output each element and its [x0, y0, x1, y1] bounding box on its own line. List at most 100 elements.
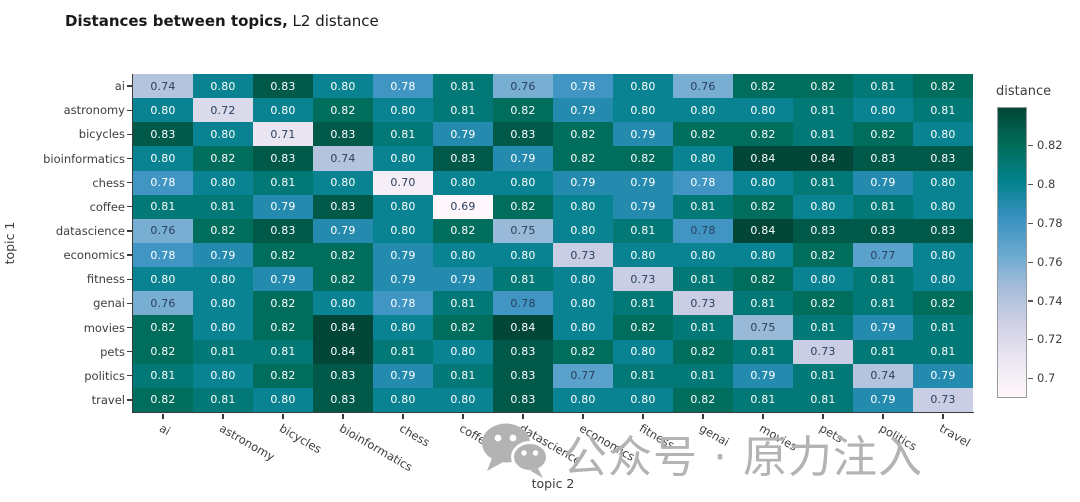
heatmap-cell[interactable]: 0.73: [613, 267, 673, 292]
heatmap-cell[interactable]: 0.73: [913, 387, 973, 412]
heatmap-cell[interactable]: 0.82: [493, 194, 553, 219]
heatmap-cell[interactable]: 0.81: [613, 291, 673, 316]
heatmap-cell[interactable]: 0.79: [493, 146, 553, 171]
heatmap-cell[interactable]: 0.84: [733, 218, 793, 243]
heatmap-cell[interactable]: 0.80: [193, 363, 253, 388]
heatmap-cell[interactable]: 0.81: [613, 363, 673, 388]
heatmap-cell[interactable]: 0.81: [433, 363, 493, 388]
heatmap-cell[interactable]: 0.71: [253, 122, 313, 147]
heatmap-cell[interactable]: 0.83: [313, 363, 373, 388]
heatmap-cell[interactable]: 0.80: [373, 387, 433, 412]
heatmap-cell[interactable]: 0.79: [853, 315, 913, 340]
heatmap-cell[interactable]: 0.80: [733, 98, 793, 123]
heatmap-cell[interactable]: 0.82: [673, 387, 733, 412]
heatmap-cell[interactable]: 0.80: [853, 98, 913, 123]
heatmap-cell[interactable]: 0.78: [133, 170, 193, 195]
heatmap-cell[interactable]: 0.82: [673, 122, 733, 147]
heatmap-cell[interactable]: 0.80: [433, 387, 493, 412]
heatmap-cell[interactable]: 0.79: [853, 170, 913, 195]
heatmap-cell[interactable]: 0.83: [853, 146, 913, 171]
heatmap-cell[interactable]: 0.83: [313, 387, 373, 412]
heatmap-cell[interactable]: 0.82: [133, 387, 193, 412]
heatmap-cell[interactable]: 0.79: [913, 363, 973, 388]
heatmap-cell[interactable]: 0.81: [853, 194, 913, 219]
heatmap-cell[interactable]: 0.81: [793, 315, 853, 340]
heatmap-cell[interactable]: 0.82: [793, 242, 853, 268]
heatmap-cell[interactable]: 0.79: [253, 194, 313, 219]
heatmap-cell[interactable]: 0.80: [133, 146, 193, 171]
heatmap-cell[interactable]: 0.80: [253, 387, 313, 412]
heatmap-cell[interactable]: 0.83: [253, 218, 313, 243]
heatmap-cell[interactable]: 0.82: [673, 339, 733, 364]
heatmap-cell[interactable]: 0.81: [853, 267, 913, 292]
heatmap-cell[interactable]: 0.81: [673, 363, 733, 388]
heatmap-cell[interactable]: 0.78: [133, 242, 193, 268]
heatmap-cell[interactable]: 0.80: [493, 242, 553, 268]
heatmap-cell[interactable]: 0.80: [133, 98, 193, 123]
heatmap-cell[interactable]: 0.79: [373, 242, 433, 268]
heatmap-cell[interactable]: 0.81: [373, 339, 433, 364]
heatmap-cell[interactable]: 0.80: [913, 122, 973, 147]
heatmap-cell[interactable]: 0.83: [853, 218, 913, 243]
heatmap-cell[interactable]: 0.81: [913, 98, 973, 123]
heatmap-cell[interactable]: 0.79: [193, 242, 253, 268]
heatmap-cell[interactable]: 0.81: [193, 339, 253, 364]
heatmap-cell[interactable]: 0.82: [253, 242, 313, 268]
heatmap-cell[interactable]: 0.78: [493, 291, 553, 316]
heatmap-cell[interactable]: 0.74: [853, 363, 913, 388]
heatmap-cell[interactable]: 0.80: [553, 315, 613, 340]
heatmap-cell[interactable]: 0.82: [553, 339, 613, 364]
heatmap-cell[interactable]: 0.79: [553, 98, 613, 123]
heatmap-cell[interactable]: 0.82: [613, 146, 673, 171]
heatmap-cell[interactable]: 0.79: [433, 122, 493, 147]
heatmap-cell[interactable]: 0.80: [193, 291, 253, 316]
heatmap-cell[interactable]: 0.84: [793, 146, 853, 171]
heatmap-cell[interactable]: 0.69: [433, 194, 493, 219]
heatmap-cell[interactable]: 0.74: [313, 146, 373, 171]
heatmap-cell[interactable]: 0.80: [373, 146, 433, 171]
heatmap-cell[interactable]: 0.80: [553, 218, 613, 243]
heatmap-cell[interactable]: 0.80: [433, 170, 493, 195]
heatmap-cell[interactable]: 0.83: [793, 218, 853, 243]
heatmap-cell[interactable]: 0.80: [553, 194, 613, 219]
heatmap-cell[interactable]: 0.80: [373, 218, 433, 243]
heatmap-cell[interactable]: 0.83: [493, 339, 553, 364]
heatmap-cell[interactable]: 0.79: [253, 267, 313, 292]
heatmap-cell[interactable]: 0.80: [433, 242, 493, 268]
heatmap-cell[interactable]: 0.76: [493, 74, 553, 99]
heatmap-cell[interactable]: 0.83: [493, 122, 553, 147]
heatmap-cell[interactable]: 0.80: [253, 98, 313, 123]
heatmap-cell[interactable]: 0.82: [193, 146, 253, 171]
heatmap-cell[interactable]: 0.80: [193, 170, 253, 195]
heatmap-cell[interactable]: 0.81: [733, 339, 793, 364]
heatmap-cell[interactable]: 0.80: [373, 315, 433, 340]
heatmap-cell[interactable]: 0.77: [853, 242, 913, 268]
heatmap-cell[interactable]: 0.73: [553, 242, 613, 268]
heatmap-cell[interactable]: 0.81: [793, 122, 853, 147]
heatmap-cell[interactable]: 0.82: [313, 242, 373, 268]
heatmap-cell[interactable]: 0.73: [673, 291, 733, 316]
heatmap-cell[interactable]: 0.81: [793, 387, 853, 412]
heatmap-cell[interactable]: 0.80: [673, 98, 733, 123]
heatmap-cell[interactable]: 0.74: [133, 74, 193, 99]
heatmap-cell[interactable]: 0.80: [733, 242, 793, 268]
heatmap-cell[interactable]: 0.82: [733, 267, 793, 292]
heatmap-cell[interactable]: 0.80: [313, 74, 373, 99]
heatmap-cell[interactable]: 0.80: [193, 315, 253, 340]
heatmap-cell[interactable]: 0.80: [193, 267, 253, 292]
heatmap-cell[interactable]: 0.83: [313, 194, 373, 219]
heatmap-cell[interactable]: 0.82: [733, 74, 793, 99]
heatmap-cell[interactable]: 0.80: [613, 339, 673, 364]
heatmap-cell[interactable]: 0.81: [193, 194, 253, 219]
heatmap-cell[interactable]: 0.80: [433, 339, 493, 364]
heatmap-cell[interactable]: 0.81: [613, 218, 673, 243]
heatmap-cell[interactable]: 0.80: [613, 98, 673, 123]
heatmap-cell[interactable]: 0.83: [913, 218, 973, 243]
heatmap-cell[interactable]: 0.82: [613, 315, 673, 340]
heatmap-cell[interactable]: 0.82: [733, 122, 793, 147]
heatmap-cell[interactable]: 0.82: [253, 291, 313, 316]
heatmap-cell[interactable]: 0.80: [313, 170, 373, 195]
heatmap-cell[interactable]: 0.76: [133, 218, 193, 243]
heatmap-cell[interactable]: 0.81: [853, 74, 913, 99]
heatmap-cell[interactable]: 0.79: [853, 387, 913, 412]
